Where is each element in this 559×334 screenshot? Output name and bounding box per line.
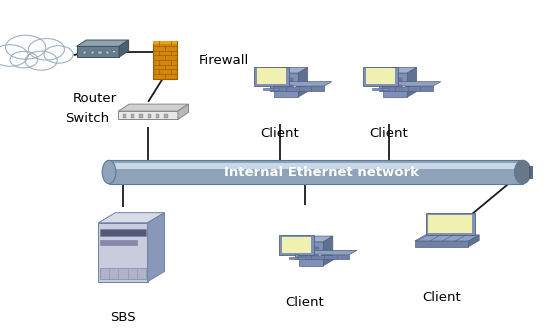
FancyBboxPatch shape — [109, 163, 523, 168]
Polygon shape — [77, 46, 119, 57]
Polygon shape — [379, 86, 433, 91]
Text: Client: Client — [369, 127, 408, 140]
Text: Firewall: Firewall — [198, 54, 249, 66]
Polygon shape — [363, 66, 398, 86]
FancyBboxPatch shape — [257, 68, 286, 84]
FancyBboxPatch shape — [100, 240, 137, 245]
Polygon shape — [299, 236, 333, 242]
Circle shape — [318, 254, 321, 256]
FancyBboxPatch shape — [100, 268, 146, 279]
FancyBboxPatch shape — [288, 257, 305, 259]
Text: Client: Client — [260, 127, 299, 140]
FancyBboxPatch shape — [91, 51, 94, 54]
FancyBboxPatch shape — [139, 114, 143, 118]
FancyBboxPatch shape — [153, 41, 177, 44]
Polygon shape — [270, 86, 324, 91]
Polygon shape — [408, 67, 416, 97]
FancyBboxPatch shape — [275, 78, 293, 81]
Ellipse shape — [514, 160, 531, 184]
Polygon shape — [119, 104, 188, 111]
FancyBboxPatch shape — [83, 51, 86, 54]
Polygon shape — [425, 213, 475, 235]
Circle shape — [25, 51, 57, 70]
Polygon shape — [295, 250, 357, 255]
Polygon shape — [274, 73, 299, 97]
FancyBboxPatch shape — [98, 51, 102, 54]
FancyBboxPatch shape — [122, 114, 126, 118]
Polygon shape — [379, 82, 441, 86]
Polygon shape — [383, 73, 408, 97]
Polygon shape — [119, 111, 178, 119]
FancyBboxPatch shape — [300, 247, 319, 249]
FancyBboxPatch shape — [153, 41, 177, 79]
Polygon shape — [77, 40, 129, 46]
Polygon shape — [299, 242, 324, 266]
FancyBboxPatch shape — [148, 114, 151, 118]
Polygon shape — [324, 236, 333, 266]
Text: Internal Ethernet network: Internal Ethernet network — [224, 166, 419, 178]
FancyBboxPatch shape — [300, 254, 319, 256]
FancyBboxPatch shape — [428, 215, 472, 233]
FancyBboxPatch shape — [529, 166, 532, 178]
FancyBboxPatch shape — [100, 229, 146, 236]
Polygon shape — [468, 235, 479, 246]
Polygon shape — [274, 67, 307, 73]
Polygon shape — [415, 235, 479, 241]
Circle shape — [6, 35, 46, 59]
FancyBboxPatch shape — [109, 160, 523, 184]
FancyBboxPatch shape — [295, 254, 299, 258]
Text: SBS: SBS — [110, 311, 136, 324]
FancyBboxPatch shape — [378, 86, 382, 89]
FancyBboxPatch shape — [156, 114, 159, 118]
FancyBboxPatch shape — [269, 86, 273, 89]
Circle shape — [0, 45, 28, 66]
Text: Switch: Switch — [65, 112, 109, 125]
FancyBboxPatch shape — [282, 237, 311, 253]
Ellipse shape — [102, 160, 116, 184]
Polygon shape — [299, 67, 307, 97]
FancyBboxPatch shape — [366, 68, 395, 84]
Polygon shape — [254, 66, 289, 86]
Circle shape — [44, 46, 73, 63]
Text: Router: Router — [73, 92, 117, 105]
Polygon shape — [148, 213, 164, 282]
Polygon shape — [178, 104, 188, 119]
Polygon shape — [295, 255, 349, 259]
Circle shape — [402, 85, 405, 87]
FancyBboxPatch shape — [106, 51, 110, 54]
FancyBboxPatch shape — [164, 114, 168, 118]
Circle shape — [293, 85, 296, 87]
FancyBboxPatch shape — [275, 85, 293, 88]
Circle shape — [29, 38, 64, 60]
Circle shape — [10, 51, 38, 68]
Text: Client: Client — [285, 296, 324, 309]
FancyBboxPatch shape — [263, 89, 280, 90]
Polygon shape — [279, 235, 314, 255]
FancyBboxPatch shape — [384, 78, 402, 81]
Polygon shape — [98, 223, 148, 282]
Polygon shape — [98, 213, 164, 223]
Polygon shape — [415, 241, 468, 246]
FancyBboxPatch shape — [372, 89, 389, 90]
Polygon shape — [119, 40, 129, 57]
Circle shape — [112, 51, 116, 53]
Polygon shape — [383, 67, 416, 73]
Polygon shape — [270, 82, 332, 86]
FancyBboxPatch shape — [131, 114, 135, 118]
Text: Client: Client — [422, 291, 461, 304]
FancyBboxPatch shape — [384, 85, 402, 88]
